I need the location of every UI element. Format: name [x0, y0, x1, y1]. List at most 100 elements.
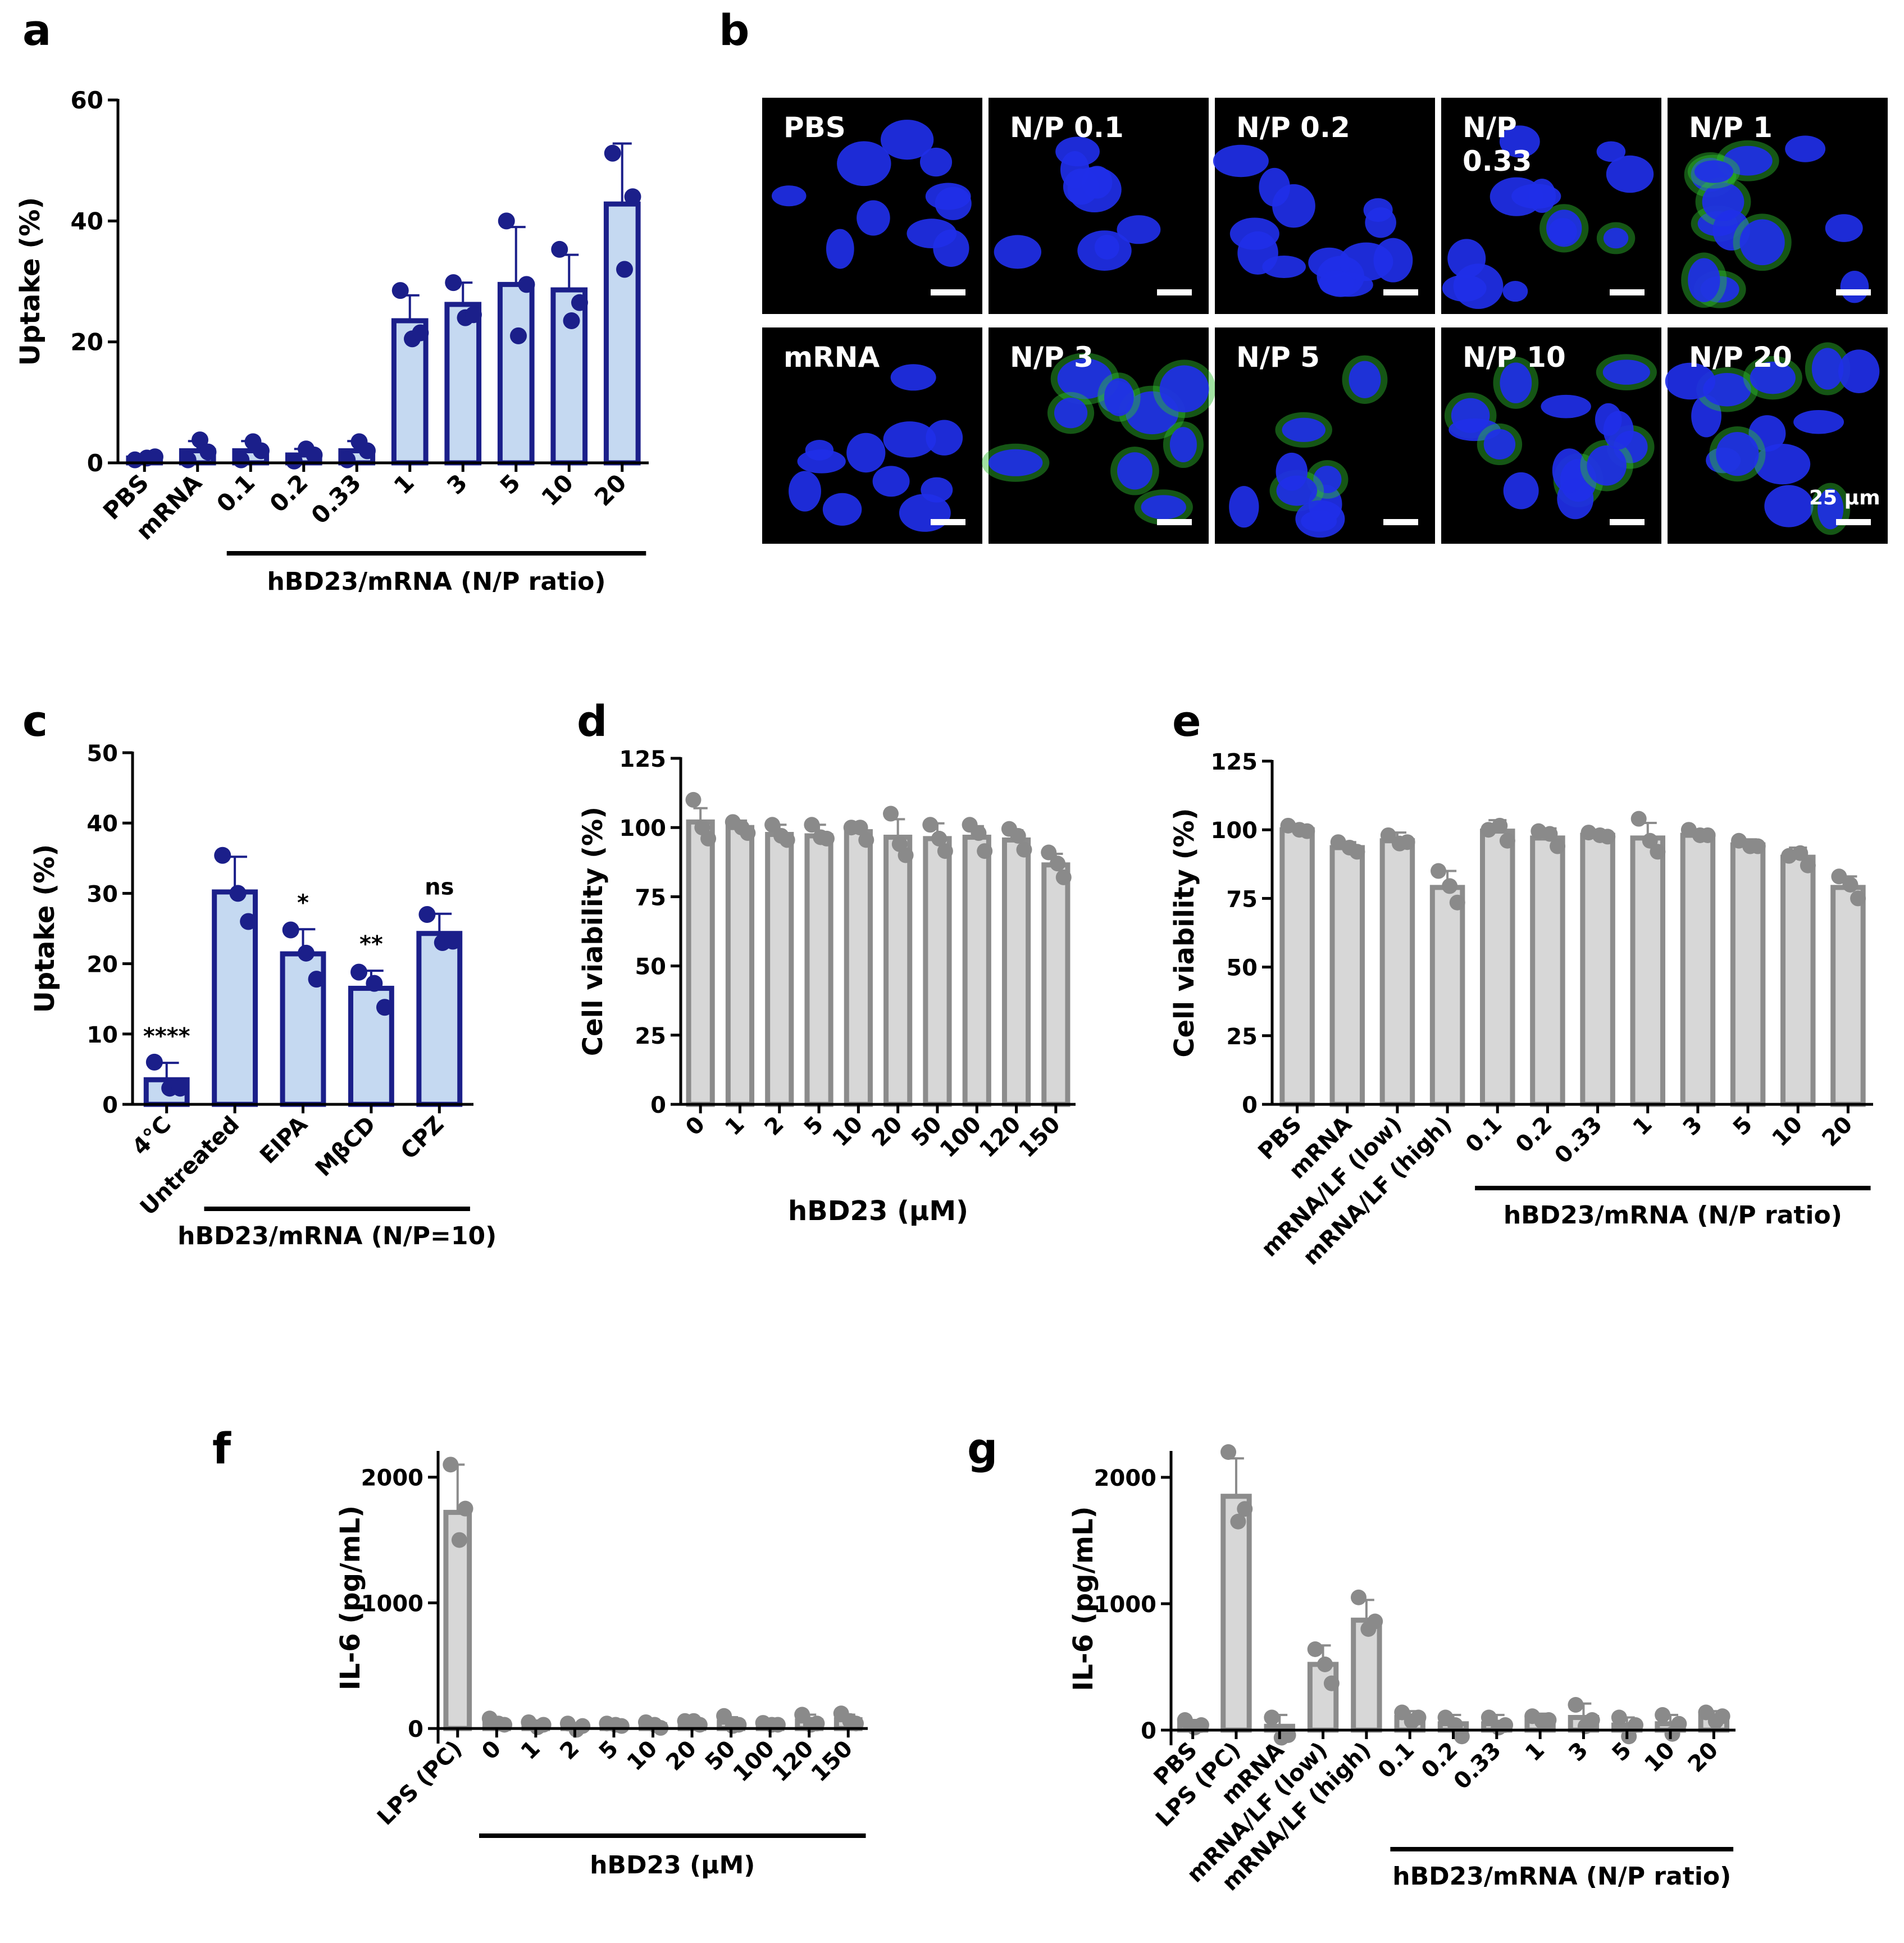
data-point-g-9-2 — [1584, 1712, 1600, 1728]
data-point-g-6-2 — [1454, 1728, 1470, 1745]
x-tick-label-f-1: 0 — [477, 1736, 506, 1765]
data-point-e-4-2 — [1499, 832, 1515, 849]
micrograph-label-8: N/P 10 — [1463, 341, 1566, 374]
x-tick-label-g-5: 0.1 — [1373, 1737, 1420, 1784]
micrograph-tile-2: N/P 0.2 — [1213, 98, 1435, 314]
y-tick-label-d-5: 125 — [620, 747, 667, 772]
data-point-e-5-2 — [1550, 838, 1566, 854]
data-point-a-5-2 — [412, 324, 429, 342]
x-tick-label-c-3: MβCD — [311, 1112, 381, 1182]
bar-e-0 — [1279, 827, 1315, 1107]
data-point-a-7-1 — [510, 327, 527, 344]
bar-a-7 — [497, 281, 535, 466]
data-point-d-6-1 — [931, 830, 948, 847]
x-tick-label-c-2: EIPA — [255, 1112, 312, 1169]
nucleus-8-10 — [1483, 429, 1516, 460]
data-point-a-7-2 — [518, 276, 535, 293]
data-point-c-1-0 — [214, 847, 231, 864]
nucleus-4-10 — [1694, 160, 1734, 183]
significance-c-0: **** — [143, 1023, 190, 1049]
data-point-d-8-2 — [1016, 841, 1032, 858]
data-point-e-11-0 — [1831, 868, 1847, 885]
nucleus-7-3 — [1349, 361, 1381, 398]
data-point-a-4-2 — [358, 442, 376, 459]
data-point-d-3-2 — [818, 830, 835, 847]
nucleus-5-4 — [890, 364, 936, 391]
data-point-e-5-1 — [1542, 826, 1558, 842]
x-tick-label-g-9: 3 — [1564, 1737, 1593, 1767]
data-point-c-2-2 — [308, 971, 325, 988]
data-point-g-10-0 — [1611, 1709, 1627, 1726]
data-point-e-0-2 — [1299, 823, 1315, 839]
x-tick-label-d-1: 1 — [720, 1112, 749, 1141]
nucleus-9-3 — [1748, 415, 1786, 452]
bar-d-5 — [883, 834, 913, 1107]
data-point-e-7-1 — [1642, 832, 1658, 849]
data-point-c-3-0 — [350, 963, 368, 981]
data-point-c-4-0 — [418, 905, 436, 923]
data-point-e-11-1 — [1842, 876, 1859, 893]
bar-e-5 — [1530, 835, 1565, 1107]
data-point-a-1-2 — [199, 443, 217, 461]
y-tick-label-e-1: 25 — [1226, 1024, 1258, 1050]
micrograph-label-9: N/P 20 — [1689, 341, 1792, 374]
x-tick-label-f-10: 150 — [807, 1736, 858, 1787]
x-tick-label-a-8: 10 — [536, 468, 579, 511]
micrograph-tile-8: N/P 10 — [1441, 327, 1661, 544]
data-point-e-10-2 — [1800, 857, 1816, 873]
bar-d-6 — [923, 836, 952, 1107]
scale-bar-9 — [1836, 519, 1871, 525]
panel-label-d: d — [577, 696, 607, 746]
nucleus-5-8 — [899, 494, 951, 532]
nucleus-2-11 — [1272, 184, 1315, 228]
data-point-f-3-2 — [575, 1718, 591, 1734]
nucleus-3-11 — [1502, 281, 1528, 302]
data-point-e-11-2 — [1850, 890, 1866, 907]
scale-bar-5 — [931, 519, 965, 525]
x-tick-label-a-5: 1 — [389, 468, 420, 499]
x-tick-label-f-2: 1 — [516, 1736, 545, 1765]
data-point-d-7-2 — [977, 843, 993, 859]
nucleus-8-1 — [1503, 472, 1539, 509]
x-tick-label-f-4: 5 — [594, 1736, 623, 1765]
x-tick-label-d-4: 10 — [828, 1112, 868, 1152]
data-point-g-2-0 — [1264, 1709, 1280, 1726]
nucleus-3-0 — [1499, 125, 1540, 158]
nucleus-5-1 — [872, 466, 910, 497]
micrograph-tile-9: N/P 20 25 µm — [1665, 327, 1888, 544]
x-tick-label-f-8: 100 — [728, 1736, 780, 1787]
data-point-d-5-0 — [882, 806, 899, 822]
y-tick-label-g-2: 2000 — [1094, 1466, 1156, 1491]
data-point-e-1-2 — [1349, 844, 1365, 860]
data-point-g-3-2 — [1323, 1675, 1340, 1691]
nucleus-9-8 — [1793, 409, 1844, 434]
data-point-d-2-0 — [764, 817, 781, 833]
x-tick-label-e-6: 0.33 — [1550, 1112, 1607, 1169]
nucleus-4-8 — [1688, 258, 1720, 302]
group-label-e: hBD23/mRNA (N/P ratio) — [1504, 1201, 1842, 1230]
nucleus-4-4 — [1840, 271, 1869, 303]
data-point-e-8-2 — [1700, 827, 1716, 843]
data-point-g-7-0 — [1481, 1709, 1497, 1726]
nucleus-7-7 — [1276, 452, 1308, 491]
y-axis-label-d: Cell viability (%) — [577, 807, 609, 1056]
data-point-a-7-0 — [498, 212, 515, 230]
nucleus-9-4 — [1764, 485, 1814, 527]
y-tick-label-f-2: 2000 — [361, 1466, 423, 1491]
bar-c-4 — [416, 931, 463, 1107]
data-point-f-0-2 — [457, 1500, 473, 1517]
x-tick-label-d-3: 5 — [799, 1112, 828, 1141]
nucleus-5-9 — [822, 493, 862, 526]
scale-bar-8 — [1610, 519, 1645, 525]
data-point-c-4-2 — [444, 932, 462, 950]
data-point-a-3-0 — [285, 452, 303, 470]
y-tick-label-d-2: 50 — [635, 954, 666, 980]
micrograph-label-7: N/P 5 — [1236, 341, 1320, 374]
nucleus-0-3 — [880, 120, 934, 160]
nucleus-0-1 — [935, 186, 972, 220]
bar-c-1 — [212, 889, 258, 1107]
nucleus-6-3 — [1141, 495, 1186, 520]
x-tick-label-e-8: 3 — [1678, 1112, 1707, 1141]
nucleus-5-5 — [846, 433, 886, 473]
panel-label-c: c — [22, 696, 48, 746]
